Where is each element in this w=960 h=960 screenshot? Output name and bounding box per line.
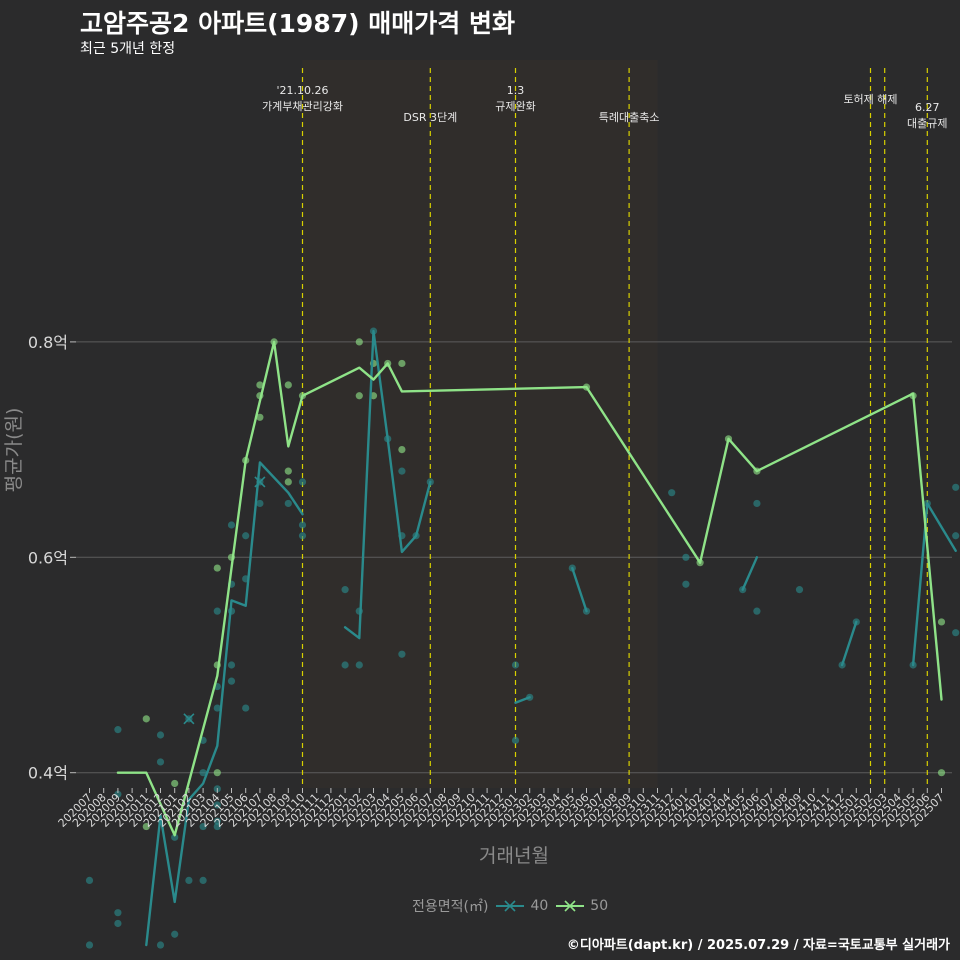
scatter-point-40: [341, 661, 349, 669]
scatter-point-40: [199, 876, 207, 885]
scatter-point-40: [952, 532, 960, 540]
series-line-40: [571, 566, 588, 613]
x-axis-title: 거래년월: [479, 845, 549, 867]
scatter-point-40: [398, 650, 406, 658]
series-line-40: [840, 620, 858, 667]
scatter-point-50: [142, 822, 150, 831]
legend: 전용면적(㎡) 40 50: [412, 896, 608, 916]
series-line-40: [514, 696, 531, 704]
y-tick-label: 0.8억: [28, 333, 68, 352]
scatter-point-40: [171, 833, 179, 841]
scatter-point-40: [185, 876, 193, 885]
legend-label-50: 50: [590, 898, 609, 914]
scatter-point-40: [952, 629, 960, 637]
event-label: 특례대출축소: [599, 111, 660, 124]
scatter-point-50: [355, 392, 363, 400]
source-caption: ©디아파트(dapt.kr) / 2025.07.29 / 자료=국토교통부 실…: [566, 938, 950, 953]
scatter-point-40: [199, 822, 207, 831]
series-line-40: [343, 329, 432, 640]
scatter-point-40: [213, 817, 221, 825]
scatter-point-50: [256, 381, 264, 389]
series-line-40: [145, 461, 304, 947]
scatter-point-40: [341, 586, 349, 594]
scatter-point-50: [398, 359, 406, 368]
scatter-point-40: [511, 736, 520, 744]
event-label: 토허제 해제: [843, 92, 897, 106]
scatter-point-50: [937, 769, 946, 777]
scatter-point-40: [213, 607, 221, 615]
legend-swatch-50: [556, 900, 585, 912]
scatter-point-40: [156, 941, 165, 949]
y-tick-label: 0.4억: [28, 764, 68, 783]
chart-title: 고암주공2 아파트(1987) 매매가격 변화: [80, 9, 515, 38]
legend-title: 전용면적(㎡): [412, 899, 489, 915]
scatter-point-40: [398, 467, 406, 475]
scatter-point-40: [284, 499, 292, 508]
scatter-point-40: [355, 661, 363, 669]
scatter-point-40: [227, 521, 236, 529]
scatter-point-40: [242, 532, 250, 540]
scatter-point-40: [795, 586, 804, 594]
scatter-point-50: [171, 779, 179, 788]
scatter-point-40: [171, 930, 179, 938]
event-label: '21.10.26: [276, 84, 328, 97]
scatter-point-40: [213, 704, 221, 712]
scatter-point-40: [114, 726, 122, 734]
event-label: 대출규제: [907, 117, 947, 130]
event-label: 규제완화: [495, 100, 535, 113]
scatter-point-50: [284, 478, 292, 486]
scatter-point-40: [114, 919, 122, 928]
legend-item-40: 40: [496, 898, 548, 914]
series-line-40: [911, 502, 957, 667]
scatter-point-50: [284, 381, 292, 389]
scatter-point-40: [298, 478, 307, 486]
scatter-point-50: [213, 564, 221, 572]
scatter-point-40: [952, 483, 960, 491]
scatter-point-40: [156, 758, 165, 766]
scatter-point-50: [355, 338, 363, 346]
scatter-point-50: [213, 769, 221, 777]
event-label: 가계부채관리강화: [262, 100, 343, 113]
chart-subtitle: 최근 5개년 한정: [80, 41, 176, 57]
scatter-point-40: [242, 704, 250, 712]
scatter-point-40: [213, 801, 221, 809]
scatter-point-40: [682, 580, 690, 588]
scatter-point-50: [142, 715, 150, 723]
scatter-point-40: [227, 661, 236, 669]
scatter-point-50: [937, 618, 946, 626]
scatter-point-40: [85, 941, 94, 949]
scatter-point-40: [213, 822, 221, 831]
legend-swatch-40: [496, 900, 525, 912]
scatter-point-40: [114, 790, 122, 798]
scatter-point-40: [511, 661, 520, 669]
y-tick-label: 0.6억: [28, 548, 68, 567]
event-label: 6.27: [915, 101, 940, 114]
scatter-point-40: [114, 909, 122, 917]
scatter-point-50: [284, 467, 292, 475]
series-line-50: [116, 340, 943, 837]
legend-label-40: 40: [530, 898, 549, 914]
x-marker: [183, 713, 195, 725]
scatter-point-40: [85, 876, 94, 885]
scatter-point-40: [668, 489, 676, 497]
scatter-point-50: [256, 413, 264, 421]
scatter-point-40: [298, 521, 307, 529]
scatter-point-50: [398, 446, 406, 454]
event-label: DSR 3단계: [403, 111, 457, 124]
scatter-point-40: [156, 731, 165, 739]
legend-item-50: 50: [556, 898, 608, 914]
series-line-40: [741, 556, 759, 591]
y-axis-title: 평균가(원): [3, 408, 25, 493]
scatter-point-40: [227, 677, 236, 685]
scatter-point-40: [256, 499, 264, 508]
scatter-point-40: [753, 499, 761, 508]
scatter-point-40: [298, 532, 307, 540]
event-label: 1.3: [507, 84, 525, 97]
shaded-region: [302, 60, 658, 788]
scatter-point-40: [199, 769, 207, 777]
scatter-point-40: [753, 607, 761, 615]
scatter-point-40: [682, 553, 690, 561]
